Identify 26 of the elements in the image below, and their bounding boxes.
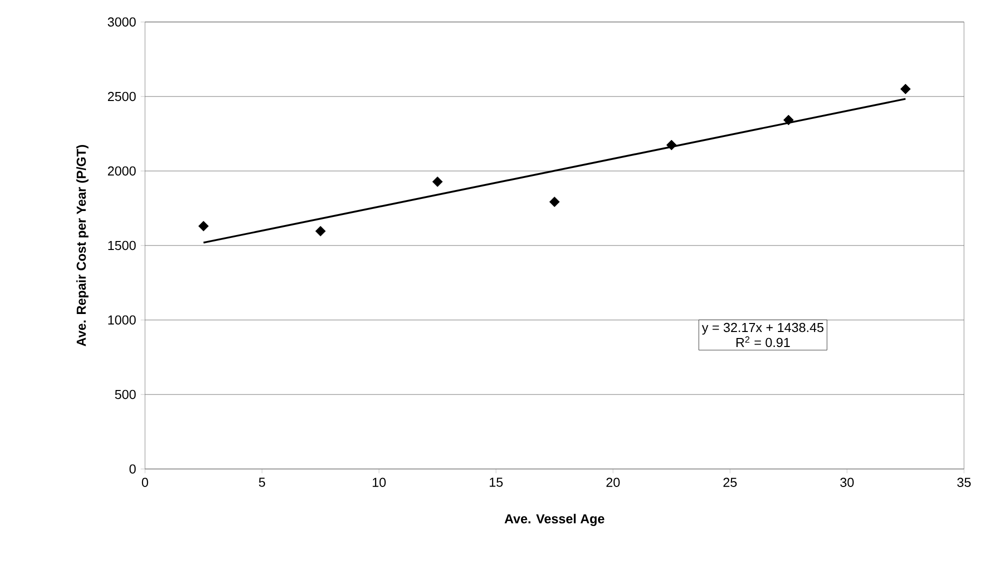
point xyxy=(549,196,560,208)
x-tick-label: 20 xyxy=(606,478,620,487)
y-tick-label: 500 xyxy=(115,390,136,400)
x-tick-label: 30 xyxy=(840,478,854,487)
y-tick-label: 2000 xyxy=(108,166,136,176)
x-tick-label: 0 xyxy=(142,478,148,487)
annotation: y = 32.17x + 1438.45 xyxy=(702,322,824,335)
x-tick-label: 35 xyxy=(957,478,971,487)
annotation: R$^{2}$ = 0.91 xyxy=(736,336,790,348)
x-tick-label: 10 xyxy=(372,478,386,487)
y-tick-label: 1000 xyxy=(108,315,136,325)
x-tick-label: 25 xyxy=(723,478,737,487)
point xyxy=(198,220,209,232)
point xyxy=(432,176,443,187)
point xyxy=(315,226,326,236)
y-tick-label: 3000 xyxy=(108,17,136,27)
x-tick-label: 5 xyxy=(258,478,266,487)
y-tick-label: 0 xyxy=(130,464,136,474)
y-tick-label: 1500 xyxy=(108,240,136,250)
y-tick-label: 2500 xyxy=(108,92,136,102)
x-axis-title: Ave. Vessel Age xyxy=(504,514,604,526)
point xyxy=(900,84,911,94)
y-axis-title: Ave. Repair Cost per Year (P/GT) xyxy=(76,145,88,346)
point xyxy=(666,140,677,150)
point xyxy=(783,114,794,126)
x-tick-label: 15 xyxy=(490,478,503,487)
